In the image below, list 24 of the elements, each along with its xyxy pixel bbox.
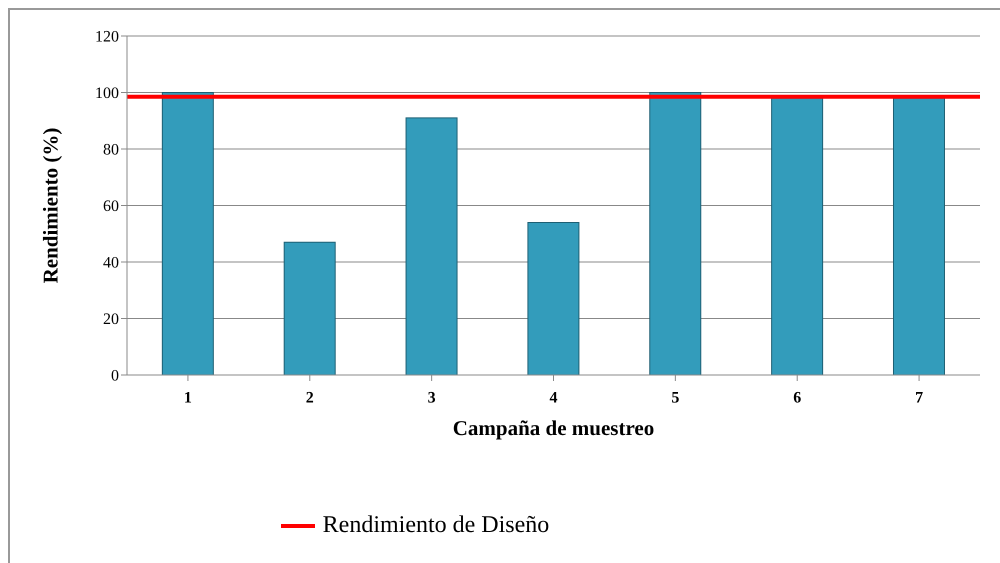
y-tick-label: 80 bbox=[103, 142, 119, 159]
x-tick-label: 7 bbox=[915, 389, 924, 406]
x-tick-label: 2 bbox=[306, 389, 314, 406]
x-tick-label: 4 bbox=[550, 389, 558, 406]
bar bbox=[284, 242, 336, 375]
bar bbox=[771, 98, 824, 375]
bar bbox=[527, 222, 580, 375]
y-tick-label: 40 bbox=[103, 254, 119, 272]
bar bbox=[892, 98, 945, 375]
x-tick-label: 6 bbox=[793, 389, 802, 406]
legend-label: Rendimiento de Diseño bbox=[322, 512, 550, 539]
x-axis-title: Campaña de muestreo bbox=[452, 416, 654, 440]
x-tick-label: 3 bbox=[428, 389, 436, 406]
y-tick-label: 120 bbox=[95, 28, 119, 46]
y-tick-label: 0 bbox=[111, 368, 119, 385]
x-tick-label: 1 bbox=[184, 389, 192, 406]
x-tick-label: 5 bbox=[671, 389, 680, 406]
y-tick-label: 100 bbox=[95, 85, 119, 102]
y-axis-title: Rendimiento (%) bbox=[38, 128, 62, 284]
y-tick-label: 60 bbox=[103, 198, 119, 216]
y-tick-label: 20 bbox=[103, 311, 119, 328]
bar bbox=[162, 92, 214, 375]
bar bbox=[649, 92, 702, 375]
bar bbox=[406, 117, 458, 375]
